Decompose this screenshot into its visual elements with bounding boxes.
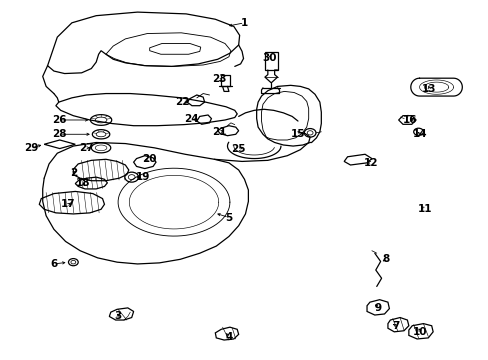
Text: 17: 17 xyxy=(61,199,76,209)
Text: 1: 1 xyxy=(241,18,247,28)
Text: 25: 25 xyxy=(231,144,245,154)
Text: 18: 18 xyxy=(76,178,90,188)
Text: 16: 16 xyxy=(402,115,416,125)
Text: 22: 22 xyxy=(175,97,189,107)
Text: 29: 29 xyxy=(24,143,39,153)
Text: 20: 20 xyxy=(142,154,157,163)
Text: 19: 19 xyxy=(136,172,150,182)
Text: 14: 14 xyxy=(412,129,427,139)
Text: 12: 12 xyxy=(363,158,377,168)
Text: 10: 10 xyxy=(412,327,427,337)
Text: 26: 26 xyxy=(52,115,67,125)
Text: 6: 6 xyxy=(50,259,58,269)
Text: 2: 2 xyxy=(70,168,77,178)
Text: 27: 27 xyxy=(79,143,94,153)
Text: 30: 30 xyxy=(262,53,277,63)
Text: 23: 23 xyxy=(211,74,226,84)
Text: 5: 5 xyxy=(225,212,232,222)
Text: 21: 21 xyxy=(211,127,226,137)
Text: 28: 28 xyxy=(52,129,67,139)
Text: 8: 8 xyxy=(381,254,388,264)
Text: 11: 11 xyxy=(417,204,432,214)
Text: 4: 4 xyxy=(225,332,232,342)
Text: 13: 13 xyxy=(421,84,436,94)
Text: 3: 3 xyxy=(114,311,122,321)
Text: 15: 15 xyxy=(290,129,305,139)
Text: 9: 9 xyxy=(374,303,381,313)
Text: 7: 7 xyxy=(392,321,399,331)
Text: 24: 24 xyxy=(183,114,198,124)
